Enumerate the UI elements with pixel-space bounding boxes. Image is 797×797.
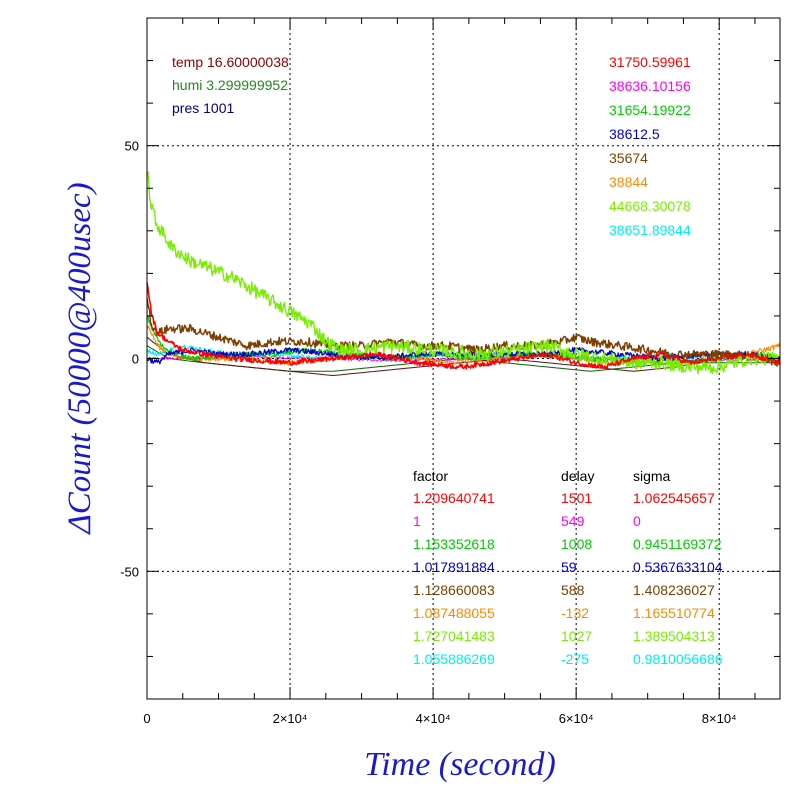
table-cell: 588 xyxy=(561,582,585,598)
table-header: delay xyxy=(561,468,594,484)
env-annotation: humi 3.299999952 xyxy=(172,77,288,93)
x-tick-label: 8×10⁴ xyxy=(702,711,737,726)
table-cell: 0.9451169372 xyxy=(633,536,722,552)
table-cell: 1.165510774 xyxy=(633,605,715,621)
ticks xyxy=(146,17,780,700)
series-line xyxy=(146,171,781,375)
annotations: temp 16.60000038 humi 3.299999952 pres 100… xyxy=(172,54,723,667)
table-cell: 1008 xyxy=(561,536,592,552)
plot-lines xyxy=(146,171,781,377)
table-cell: 0 xyxy=(633,513,641,529)
x-tick-label: 0 xyxy=(143,711,150,726)
table-cell: 0.9810056686 xyxy=(633,651,723,667)
table-cell: 1.153352618 xyxy=(413,536,495,552)
table-header: sigma xyxy=(633,468,671,484)
series-line xyxy=(146,282,781,370)
table-cell: 0.5367633104 xyxy=(633,559,723,575)
table-cell: 1.055886269 xyxy=(413,651,495,667)
y-tick-label: 50 xyxy=(125,139,139,154)
y-tick-label: 0 xyxy=(132,352,139,367)
series-count-label: 38636.10156 xyxy=(609,78,691,94)
y-axis-title: ΔCount (50000@400usec) xyxy=(62,182,98,535)
series-line xyxy=(146,346,781,365)
table-cell: 549 xyxy=(561,513,585,529)
table-cell: -132 xyxy=(561,605,589,621)
series-count-label: 38651.89844 xyxy=(609,222,691,238)
table-cell: 1.209640741 xyxy=(413,490,495,506)
series-count-label: 38612.5 xyxy=(609,126,660,142)
table-cell: 1.087488055 xyxy=(413,605,495,621)
series-count-label: 31654.19922 xyxy=(609,102,691,118)
x-tick-label: 4×10⁴ xyxy=(416,711,451,726)
table-cell: 1.408236027 xyxy=(633,582,715,598)
table-cell: 1.389504313 xyxy=(633,628,715,644)
env-annotation: temp 16.60000038 xyxy=(172,54,289,70)
table-cell: 1027 xyxy=(561,628,592,644)
table-cell: 1 xyxy=(413,513,421,529)
x-tick-label: 6×10⁴ xyxy=(559,711,594,726)
x-tick-label: 2×10⁴ xyxy=(273,711,308,726)
table-cell: 1.017891884 xyxy=(413,559,495,575)
table-cell: 1.062545657 xyxy=(633,490,715,506)
series-count-label: 44668.30078 xyxy=(609,198,691,214)
series-count-label: 35674 xyxy=(609,150,648,166)
env-annotation: pres 1001 xyxy=(172,100,234,116)
table-cell: -275 xyxy=(561,651,589,667)
table-cell: 59 xyxy=(561,559,577,575)
series-count-label: 38844 xyxy=(609,174,648,190)
y-tick-label: -50 xyxy=(120,564,139,579)
x-axis-title: Time (second) xyxy=(364,746,556,783)
table-header: factor xyxy=(413,468,448,484)
tick-labels: 0 2×10⁴ 4×10⁴ 6×10⁴ 8×10⁴ 50 0 -50 xyxy=(120,139,736,726)
table-cell: 1.727041483 xyxy=(413,628,495,644)
table-cell: 1.128660083 xyxy=(413,582,495,598)
series-count-label: 31750.59961 xyxy=(609,54,691,70)
table-cell: 1501 xyxy=(561,490,592,506)
